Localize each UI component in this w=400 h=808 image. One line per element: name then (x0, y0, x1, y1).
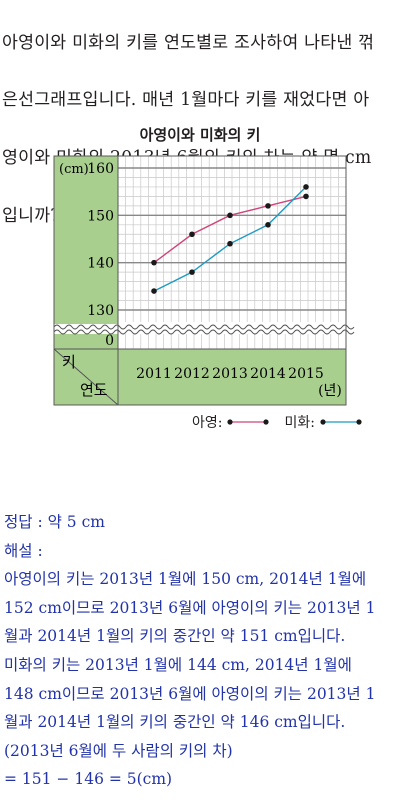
data-point (151, 288, 157, 294)
y-tick-label: 130 (87, 303, 114, 319)
legend-label-mihwa: 미화: (284, 415, 315, 431)
data-point (265, 203, 271, 209)
x-tick-label: 2014 (250, 366, 286, 382)
header-diagonal (53, 348, 119, 406)
legend-label-ayoung: 아영: (192, 415, 223, 431)
question-line: 입니까? (2, 205, 60, 226)
answer-line: 정답 : 약 5 cm (4, 513, 105, 531)
x-tick-label: 2015 (288, 366, 324, 382)
y-tick-label: 160 (87, 161, 114, 177)
chart-title: 아영이와 미화의 키 (139, 126, 261, 144)
y-tick-label: 150 (87, 208, 114, 224)
question-line: 은선그래프입니다. 매년 1월마다 키를 재었다면 아 (2, 90, 370, 111)
answer-line: 월과 2014년 1월의 키의 중간인 약 146 cm입니다. (4, 713, 346, 732)
answer-line: 해설 : (4, 541, 43, 560)
chart-border (53, 155, 347, 406)
answer-line: 152 cm이므로 2013년 6월에 아영이의 키는 2013년 1 (4, 598, 376, 617)
data-point (227, 212, 233, 219)
x-unit-label: (년) (318, 383, 342, 399)
data-point (303, 193, 309, 200)
axis-break-wave (53, 329, 355, 335)
question-line: 아영이와 미화의 키를 연도별로 조사하여 나타낸 꺾 (2, 32, 375, 53)
x-tick-label: 2013 (212, 366, 248, 382)
x-axis-name: 연도 (80, 381, 108, 399)
answer-line: 148 cm이므로 2013년 6월에 아영이의 키는 2013년 1 (4, 684, 376, 703)
answer-line: (2013년 6월에 두 사람의 키의 차) (4, 741, 233, 760)
y-axis-name: 키 (62, 353, 76, 371)
y-tick-label: 140 (87, 256, 114, 272)
answer-line: 미화의 키는 2013년 1월에 144 cm, 2014년 1월에 (4, 655, 352, 674)
data-point (189, 231, 195, 238)
answer-line: 월과 2014년 1월의 키의 중간인 약 151 cm입니다. (4, 627, 346, 646)
data-point (227, 240, 233, 247)
legend-swatch-ayoung (227, 419, 270, 425)
legend-swatch-mihwa (320, 419, 362, 425)
data-point (189, 269, 195, 275)
axis-break-wave (53, 324, 355, 330)
data-point (265, 222, 271, 228)
answer-line: 아영이의 키는 2013년 1월에 150 cm, 2014년 1월에 (4, 570, 367, 589)
answer-block: 정답 : 약 5 cm 해설 : 아영이의 키는 2013년 1월에 150 c… (4, 508, 398, 794)
y-unit-label: (cm) (59, 162, 89, 177)
x-tick-label: 2012 (174, 366, 210, 382)
chart-legend: 아영: 미화: (192, 412, 377, 432)
answer-line: = 151 − 146 = 5(cm) (4, 770, 173, 789)
line-chart: 160 150 140 130 0 (cm) 키연도 2011 2012 2013 2014 2015… (53, 155, 355, 406)
data-point (303, 184, 309, 190)
x-tick-label: 2011 (136, 366, 172, 382)
y-tick-label: 0 (105, 333, 114, 349)
data-point (151, 259, 157, 266)
